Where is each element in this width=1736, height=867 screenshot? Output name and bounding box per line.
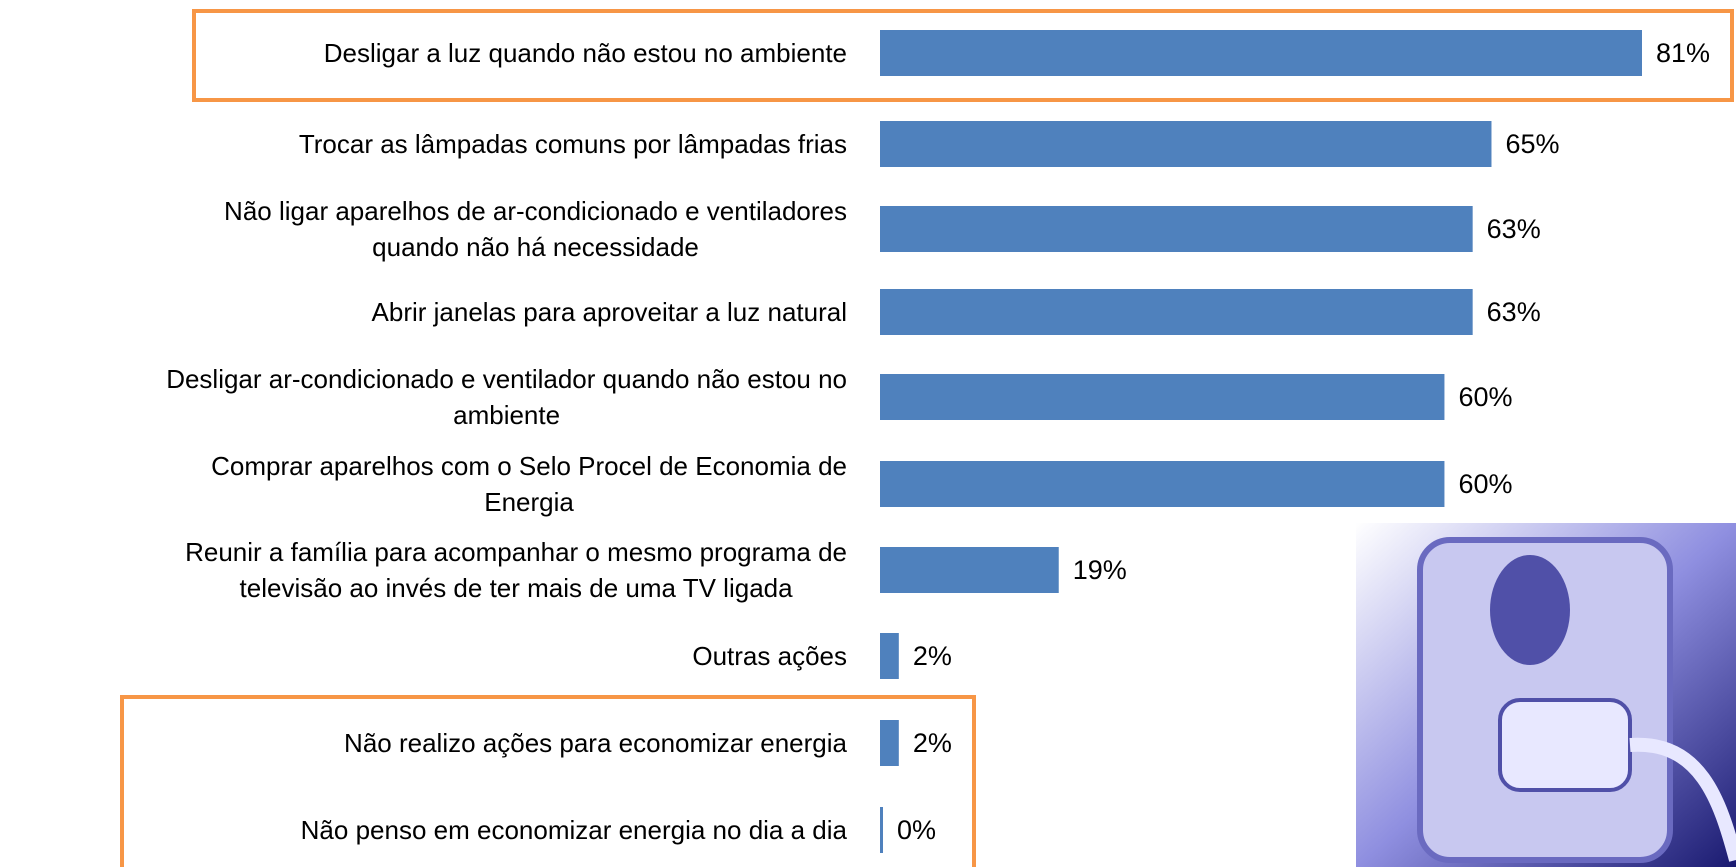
bar xyxy=(880,289,1473,335)
category-label: Não ligar aparelhos de ar-condicionado e… xyxy=(224,193,847,265)
photo xyxy=(1356,523,1736,867)
value-label: 65% xyxy=(1505,129,1559,159)
bar xyxy=(880,720,899,766)
category-label: Desligar ar-condicionado e ventilador qu… xyxy=(166,361,847,433)
bar xyxy=(880,461,1444,507)
bar xyxy=(880,30,1642,76)
bar xyxy=(880,374,1444,420)
category-label: Abrir janelas para aproveitar a luz natu… xyxy=(372,294,847,330)
category-label: Desligar a luz quando não estou no ambie… xyxy=(324,35,847,71)
category-label: Trocar as lâmpadas comuns por lâmpadas f… xyxy=(299,126,847,162)
value-label: 60% xyxy=(1458,382,1512,412)
value-label: 19% xyxy=(1073,555,1127,585)
category-label: Não realizo ações para economizar energi… xyxy=(344,725,847,761)
bar xyxy=(880,633,899,679)
bar xyxy=(880,807,883,853)
value-label: 0% xyxy=(897,815,936,845)
bar xyxy=(880,547,1059,593)
value-label: 60% xyxy=(1458,469,1512,499)
bar xyxy=(880,121,1491,167)
value-label: 81% xyxy=(1656,38,1710,68)
value-label: 2% xyxy=(913,728,952,758)
category-label: Não penso em economizar energia no dia a… xyxy=(301,812,847,848)
category-label: Reunir a família para acompanhar o mesmo… xyxy=(185,534,847,606)
value-label: 63% xyxy=(1487,297,1541,327)
chart: 81% 65% 63% 63% 60% 60% 19% 2% 2% 0% xyxy=(0,0,1736,867)
value-label: 63% xyxy=(1487,214,1541,244)
category-label: Outras ações xyxy=(692,638,847,674)
category-label: Comprar aparelhos com o Selo Procel de E… xyxy=(211,448,847,520)
page: 81% 65% 63% 63% 60% 60% 19% 2% 2% 0% Desligar a l… xyxy=(0,0,1736,867)
bar xyxy=(880,206,1473,252)
value-label: 2% xyxy=(913,641,952,671)
